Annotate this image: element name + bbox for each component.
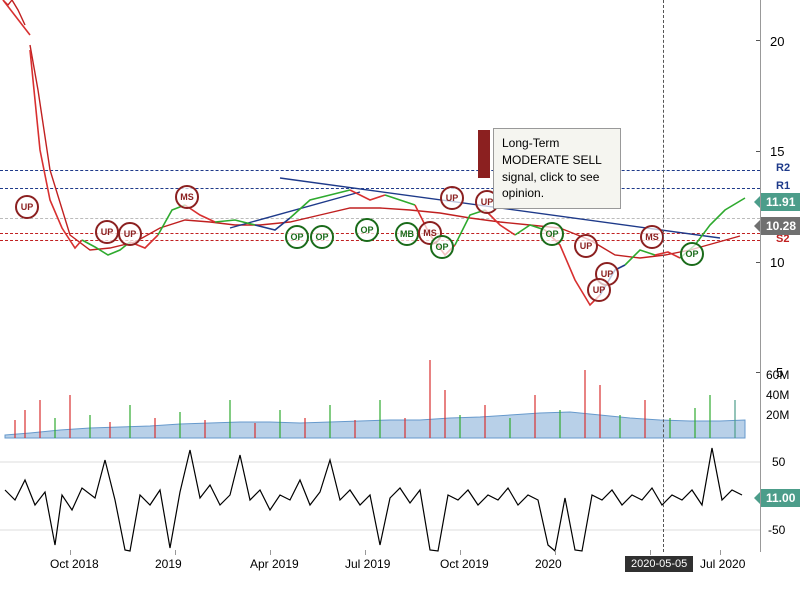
x-tick <box>175 550 176 555</box>
x-axis-label: Oct 2018 <box>50 557 99 571</box>
y-axis-line <box>760 0 761 552</box>
y-tick <box>756 40 760 41</box>
signal-marker-op[interactable]: OP <box>680 242 704 266</box>
r1-label: R1 <box>776 180 790 192</box>
ind-tick-50: 50 <box>772 455 785 469</box>
indicator-value-badge[interactable]: 11.00 <box>760 489 800 507</box>
chart-svg <box>0 0 800 600</box>
tooltip-line1: Long-Term <box>502 136 559 150</box>
vol-tick-60m: 60M <box>766 368 789 382</box>
signal-tooltip[interactable]: Long-Term MODERATE SELL signal, click to… <box>493 128 621 209</box>
x-tick <box>70 550 71 555</box>
y-tick <box>756 262 760 263</box>
y-tick-10: 10 <box>770 255 784 270</box>
tooltip-line4: opinion. <box>502 186 544 200</box>
x-axis-label: Jul 2020 <box>700 557 745 571</box>
signal-marker-op[interactable]: OP <box>285 225 309 249</box>
signal-marker-ms[interactable]: MS <box>175 185 199 209</box>
signal-marker-ms[interactable]: MS <box>640 225 664 249</box>
signal-marker-up[interactable]: UP <box>574 234 598 258</box>
stock-chart[interactable]: R2 R1 S2 20 15 10 5 11.91 10.28 <box>0 0 800 600</box>
signal-marker-up[interactable]: UP <box>95 220 119 244</box>
r1-line <box>0 188 760 189</box>
x-tick <box>365 550 366 555</box>
current-price-badge[interactable]: 11.91 <box>760 193 800 211</box>
x-axis-label: Apr 2019 <box>250 557 299 571</box>
signal-marker-up[interactable]: UP <box>118 222 142 246</box>
y-tick-20: 20 <box>770 34 784 49</box>
signal-bar[interactable] <box>478 130 490 178</box>
signal-marker-up[interactable]: UP <box>587 278 611 302</box>
signal-marker-op[interactable]: OP <box>430 235 454 259</box>
y-tick-15: 15 <box>770 144 784 159</box>
signal-marker-up[interactable]: UP <box>15 195 39 219</box>
vol-tick-20m: 20M <box>766 408 789 422</box>
r2-label: R2 <box>776 162 790 174</box>
y-tick <box>756 372 760 373</box>
cursor-line <box>663 0 664 552</box>
x-tick <box>460 550 461 555</box>
y-tick <box>756 151 760 152</box>
signal-marker-op[interactable]: OP <box>310 225 334 249</box>
signal-marker-op[interactable]: OP <box>540 222 564 246</box>
grid-line <box>0 218 760 219</box>
x-tick <box>555 550 556 555</box>
x-axis-label: Jul 2019 <box>345 557 390 571</box>
signal-marker-mb[interactable]: MB <box>395 222 419 246</box>
x-axis-label: 2019 <box>155 557 182 571</box>
tooltip-line3: signal, click to see <box>502 170 599 184</box>
tooltip-line2: MODERATE SELL <box>502 153 602 167</box>
x-axis-label: Oct 2019 <box>440 557 489 571</box>
vol-tick-40m: 40M <box>766 388 789 402</box>
x-tick <box>650 550 651 555</box>
signal-marker-up[interactable]: UP <box>440 186 464 210</box>
r2-line <box>0 170 760 171</box>
cursor-date-badge[interactable]: 2020-05-05 <box>625 556 693 572</box>
sr-level-badge[interactable]: 10.28 <box>760 217 800 235</box>
x-tick <box>270 550 271 555</box>
ind-tick--50: -50 <box>768 523 785 537</box>
x-axis-label: 2020 <box>535 557 562 571</box>
x-tick <box>720 550 721 555</box>
signal-marker-op[interactable]: OP <box>355 218 379 242</box>
